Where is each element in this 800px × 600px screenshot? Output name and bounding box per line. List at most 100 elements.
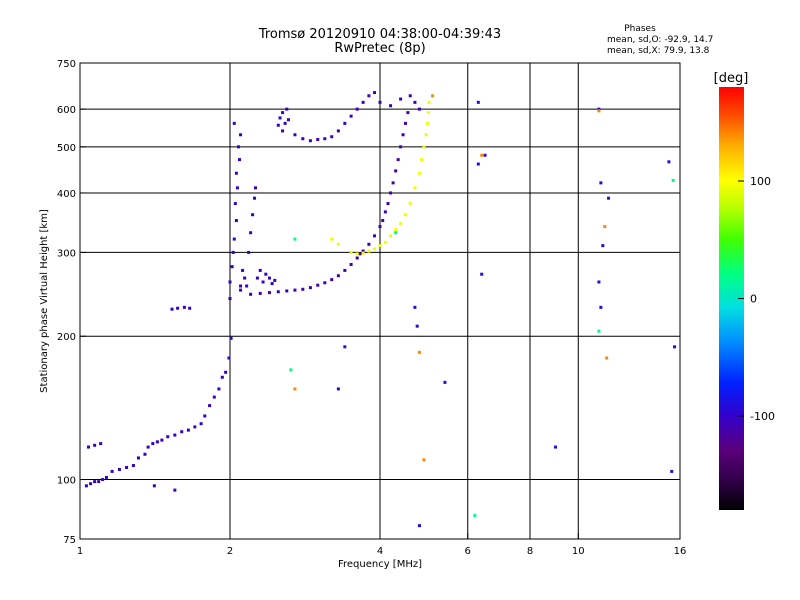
colorbar-tick-label: 100 xyxy=(750,175,771,188)
data-point xyxy=(401,133,405,137)
data-point xyxy=(301,137,305,141)
data-point xyxy=(273,278,277,282)
data-point xyxy=(399,222,403,226)
data-point xyxy=(251,213,255,217)
data-point xyxy=(293,387,297,391)
data-point xyxy=(293,288,297,292)
data-point xyxy=(553,445,557,449)
data-point xyxy=(671,178,675,182)
data-point xyxy=(261,280,265,284)
data-point xyxy=(249,231,253,235)
data-point xyxy=(229,336,233,340)
data-point xyxy=(278,116,282,120)
data-point xyxy=(389,191,393,195)
data-point xyxy=(373,234,377,238)
x-tick-label: 10 xyxy=(572,546,585,557)
data-point xyxy=(267,276,271,280)
data-point xyxy=(173,433,177,437)
data-point xyxy=(426,111,430,115)
colorbar-label: [deg] xyxy=(714,71,749,86)
data-point xyxy=(417,350,421,354)
data-point xyxy=(93,443,97,447)
data-point xyxy=(396,158,400,162)
data-point xyxy=(408,202,412,206)
data-point xyxy=(276,123,280,127)
data-point xyxy=(408,94,412,98)
data-point xyxy=(230,265,234,269)
data-point xyxy=(413,186,417,190)
data-point xyxy=(212,395,216,399)
data-point xyxy=(367,94,371,98)
data-point xyxy=(186,428,190,432)
data-point xyxy=(476,100,480,104)
data-point xyxy=(406,111,410,115)
x-tick-label: 16 xyxy=(674,546,687,557)
data-point xyxy=(289,368,293,372)
data-point xyxy=(399,145,403,149)
colorbar-tick-label: 0 xyxy=(750,293,757,306)
data-point xyxy=(93,480,97,484)
data-point xyxy=(281,129,285,133)
data-point xyxy=(170,307,174,311)
data-point xyxy=(597,280,601,284)
data-point xyxy=(673,345,677,349)
data-point xyxy=(355,107,359,111)
y-tick-label: 200 xyxy=(57,332,76,343)
data-point xyxy=(199,422,203,426)
data-point xyxy=(355,256,359,260)
data-point xyxy=(403,213,407,217)
x-tick-label: 1 xyxy=(77,546,83,557)
data-point xyxy=(283,121,287,125)
data-point xyxy=(308,286,312,290)
data-point xyxy=(607,196,611,200)
data-point xyxy=(293,237,297,241)
data-point xyxy=(367,249,371,253)
data-point xyxy=(394,169,398,173)
data-point xyxy=(378,244,382,248)
data-point xyxy=(383,210,387,214)
x-tick-label: 6 xyxy=(465,546,471,557)
data-point xyxy=(239,288,243,292)
data-point xyxy=(136,456,140,460)
data-point xyxy=(378,225,382,229)
data-point xyxy=(394,231,398,235)
data-point xyxy=(110,469,114,473)
data-point xyxy=(220,375,224,379)
data-point xyxy=(381,219,385,223)
data-point xyxy=(422,458,426,462)
data-point xyxy=(143,452,147,456)
y-axis: 75 100 200 300 400 500 600 750 xyxy=(57,59,86,546)
data-point xyxy=(349,250,353,254)
data-point xyxy=(308,139,312,143)
data-point xyxy=(285,107,289,111)
data-point xyxy=(323,281,327,285)
data-point xyxy=(101,478,105,482)
data-point xyxy=(336,129,340,133)
y-tick-label: 400 xyxy=(57,189,76,200)
data-point xyxy=(238,158,242,162)
data-point xyxy=(394,228,398,232)
data-point xyxy=(160,438,164,442)
x-tick-label: 2 xyxy=(227,546,233,557)
chart-subtitle: RwPretec (8p) xyxy=(334,41,425,56)
data-point xyxy=(232,121,236,125)
data-point xyxy=(373,247,377,251)
y-axis-label: Stationary phase Virtual Height [km] xyxy=(39,209,50,393)
data-point xyxy=(361,251,365,255)
data-point xyxy=(336,242,340,246)
data-point xyxy=(89,482,93,486)
x-axis-label: Frequency [MHz] xyxy=(338,559,422,570)
data-point xyxy=(228,280,232,284)
data-point xyxy=(476,162,480,166)
data-point xyxy=(267,291,271,295)
data-point xyxy=(255,276,259,280)
data-point xyxy=(86,445,90,449)
data-point xyxy=(166,435,170,439)
data-point xyxy=(367,242,371,246)
data-point xyxy=(286,118,290,122)
data-point xyxy=(253,186,257,190)
data-point xyxy=(316,283,320,287)
data-point xyxy=(176,306,180,310)
data-points-layer xyxy=(84,91,677,528)
data-point xyxy=(247,250,251,254)
